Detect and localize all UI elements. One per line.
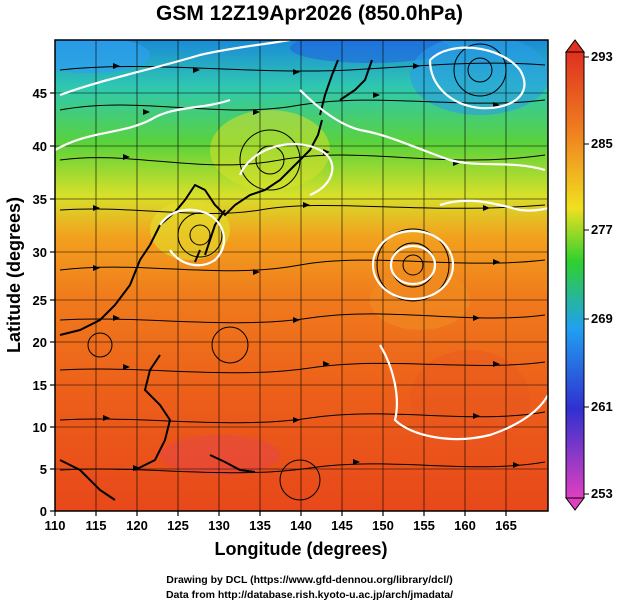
y-tick-label: 35 — [33, 192, 47, 207]
x-tick-label: 145 — [331, 518, 353, 533]
x-tick-labels: 110 115 120 125 130 135 140 145 150 155 … — [45, 518, 517, 533]
wind-arrows — [93, 63, 520, 471]
colorbar-label: 293 — [591, 49, 613, 64]
y-tick-label: 25 — [33, 293, 47, 308]
x-tick-label: 150 — [372, 518, 394, 533]
y-tick-label: 0 — [40, 504, 47, 519]
colorbar-label: 261 — [591, 399, 613, 414]
footer-credit-drawing: Drawing by DCL (https://www.gfd-dennou.o… — [166, 574, 453, 586]
y-tick-label: 5 — [40, 462, 47, 477]
y-axis-ticks — [50, 92, 55, 512]
coastlines — [59, 59, 373, 501]
colorbar-label: 277 — [591, 222, 613, 237]
x-tick-label: 155 — [413, 518, 435, 533]
x-tick-label: 130 — [208, 518, 230, 533]
y-tick-label: 40 — [33, 139, 47, 154]
x-tick-label: 120 — [126, 518, 148, 533]
x-tick-label: 110 — [45, 518, 66, 533]
x-tick-label: 125 — [167, 518, 189, 533]
y-tick-label: 45 — [33, 86, 47, 101]
x-tick-label: 115 — [86, 518, 107, 533]
x-axis-title: Longitude (degrees) — [214, 539, 387, 559]
y-tick-label: 30 — [33, 245, 47, 260]
y-tick-label: 15 — [33, 378, 47, 393]
wind-streamlines — [59, 43, 546, 501]
y-tick-labels: 0 5 10 15 20 25 30 35 40 45 — [33, 86, 47, 519]
colorbar-gradient — [565, 51, 585, 499]
colorbar-label: 253 — [591, 486, 613, 501]
x-axis-ticks — [54, 511, 507, 516]
x-tick-label: 135 — [249, 518, 271, 533]
colorbar-label: 285 — [591, 136, 613, 151]
x-tick-label: 160 — [454, 518, 476, 533]
colorbar-top-arrow — [565, 39, 585, 53]
footer-credit-data: Data from http://database.rish.kyoto-u.a… — [165, 589, 454, 601]
y-axis-title: Latitude (degrees) — [4, 197, 24, 353]
x-tick-label: 165 — [495, 518, 517, 533]
page-title: GSM 12Z19Apr2026 (850.0hPa) — [156, 2, 463, 25]
colorbar-label: 269 — [591, 311, 613, 326]
colorbar: 293 285 277 269 261 253 — [565, 39, 613, 511]
temperature-field — [55, 40, 548, 511]
colorbar-bottom-arrow — [565, 497, 585, 511]
x-tick-label: 140 — [290, 518, 312, 533]
y-tick-label: 20 — [33, 335, 47, 350]
contour-lines — [55, 40, 548, 441]
y-tick-label: 10 — [33, 420, 47, 435]
